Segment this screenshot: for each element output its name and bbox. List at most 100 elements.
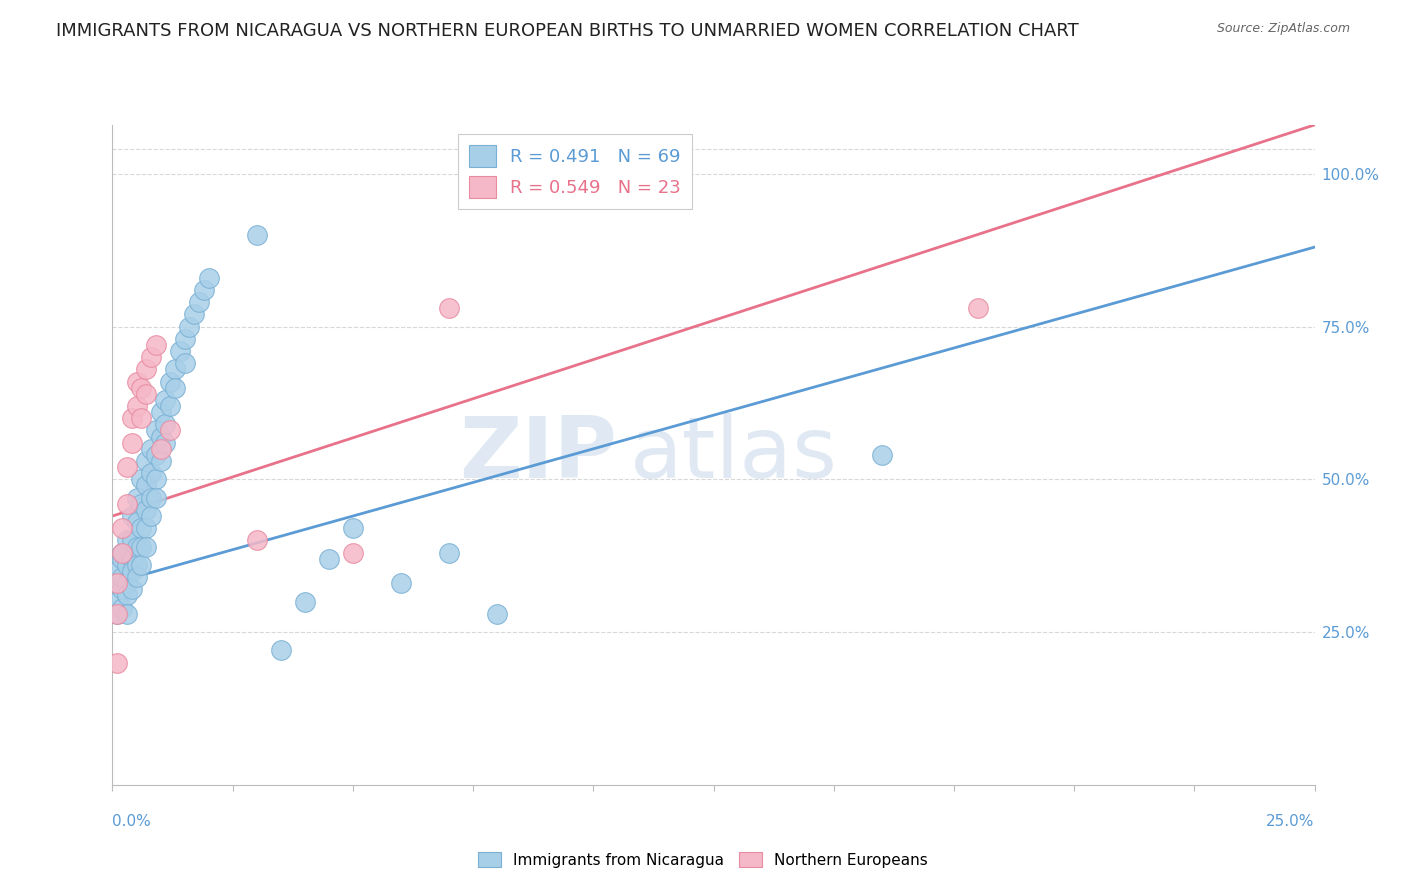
Point	[135, 478, 157, 492]
Point	[115, 576, 138, 591]
Point	[121, 551, 143, 566]
Legend: R = 0.491   N = 69, R = 0.549   N = 23: R = 0.491 N = 69, R = 0.549 N = 23	[458, 134, 692, 209]
Point	[105, 594, 128, 608]
Point	[111, 521, 134, 535]
Point	[145, 338, 167, 352]
Text: IMMIGRANTS FROM NICARAGUA VS NORTHERN EUROPEAN BIRTHS TO UNMARRIED WOMEN CORRELA: IMMIGRANTS FROM NICARAGUA VS NORTHERN EU…	[56, 22, 1078, 40]
Text: 0.0%: 0.0%	[112, 814, 152, 829]
Point	[121, 582, 143, 597]
Text: ZIP: ZIP	[460, 413, 617, 497]
Legend: Immigrants from Nicaragua, Northern Europeans: Immigrants from Nicaragua, Northern Euro…	[470, 844, 936, 875]
Point	[131, 381, 153, 395]
Point	[111, 546, 134, 560]
Point	[197, 270, 219, 285]
Point	[111, 546, 134, 560]
Point	[149, 429, 172, 443]
Point	[183, 307, 205, 321]
Point	[105, 656, 128, 670]
Point	[145, 491, 167, 505]
Point	[115, 607, 138, 621]
Point	[149, 405, 172, 419]
Point	[115, 497, 138, 511]
Point	[246, 227, 269, 242]
Point	[115, 558, 138, 572]
Point	[155, 392, 177, 407]
Point	[111, 551, 134, 566]
Point	[131, 521, 153, 535]
Point	[155, 435, 177, 450]
Point	[135, 362, 157, 376]
Point	[115, 533, 138, 548]
Point	[125, 491, 148, 505]
Point	[125, 540, 148, 554]
Point	[486, 607, 509, 621]
Point	[121, 435, 143, 450]
Point	[149, 442, 172, 456]
Point	[159, 375, 181, 389]
Point	[105, 607, 128, 621]
Point	[246, 533, 269, 548]
Text: atlas: atlas	[630, 413, 838, 497]
Point	[131, 558, 153, 572]
Point	[111, 570, 134, 584]
Point	[121, 533, 143, 548]
Point	[135, 503, 157, 517]
Point	[139, 491, 162, 505]
Point	[342, 546, 364, 560]
Point	[173, 332, 195, 346]
Point	[159, 424, 181, 438]
Point	[870, 448, 893, 462]
Point	[139, 442, 162, 456]
Point	[105, 607, 128, 621]
Point	[115, 589, 138, 603]
Point	[125, 558, 148, 572]
Point	[135, 540, 157, 554]
Text: 25.0%: 25.0%	[1267, 814, 1315, 829]
Point	[131, 497, 153, 511]
Point	[294, 594, 316, 608]
Text: Source: ZipAtlas.com: Source: ZipAtlas.com	[1216, 22, 1350, 36]
Point	[111, 600, 134, 615]
Point	[111, 582, 134, 597]
Point	[125, 375, 148, 389]
Point	[121, 564, 143, 578]
Point	[121, 411, 143, 425]
Point	[179, 319, 201, 334]
Point	[131, 540, 153, 554]
Point	[131, 472, 153, 486]
Point	[139, 467, 162, 481]
Point	[193, 283, 215, 297]
Point	[437, 546, 460, 560]
Point	[105, 576, 128, 591]
Point	[437, 301, 460, 316]
Point	[131, 411, 153, 425]
Point	[115, 460, 138, 475]
Point	[145, 472, 167, 486]
Point	[173, 356, 195, 370]
Point	[188, 295, 211, 310]
Point	[105, 564, 128, 578]
Point	[139, 509, 162, 524]
Point	[389, 576, 412, 591]
Point	[125, 515, 148, 529]
Point	[125, 570, 148, 584]
Point	[125, 399, 148, 413]
Point	[139, 350, 162, 364]
Point	[318, 551, 340, 566]
Point	[967, 301, 990, 316]
Point	[163, 381, 186, 395]
Point	[342, 521, 364, 535]
Point	[145, 448, 167, 462]
Point	[155, 417, 177, 432]
Point	[135, 521, 157, 535]
Point	[149, 454, 172, 468]
Point	[135, 454, 157, 468]
Point	[169, 344, 191, 359]
Point	[163, 362, 186, 376]
Point	[159, 399, 181, 413]
Point	[145, 424, 167, 438]
Point	[135, 386, 157, 401]
Point	[270, 643, 292, 657]
Point	[121, 509, 143, 524]
Point	[105, 576, 128, 591]
